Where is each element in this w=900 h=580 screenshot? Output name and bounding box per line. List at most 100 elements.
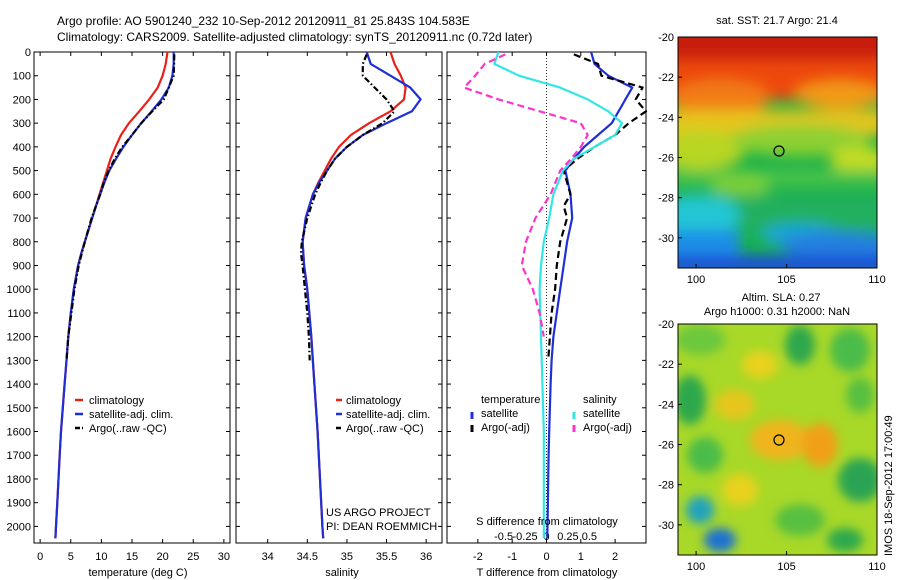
- legend-label-argo: Argo(..raw -QC): [346, 423, 424, 435]
- y-tick-label: 500: [13, 166, 31, 178]
- sst-map-title: sat. SST: 21.7 Argo: 21.4: [716, 15, 838, 27]
- y-tick-label: 2000: [7, 521, 31, 533]
- y-tick-label: 600: [13, 189, 31, 201]
- legend-label-climatology: climatology: [89, 395, 145, 407]
- x-tick-label: 0: [37, 551, 43, 563]
- map-y-tick-label: -30: [658, 520, 674, 532]
- y-tick-label: 1300: [7, 355, 31, 367]
- y-tick-label: 800: [13, 237, 31, 249]
- legend-label-argo-s: Argo(-adj): [583, 422, 632, 434]
- y-tick-label: 1200: [7, 332, 31, 344]
- salinity-legend: climatology satellite-adj. clim. Argo(..…: [336, 395, 430, 435]
- legend-label-argo-t: Argo(-adj): [481, 422, 530, 434]
- header-line-1: Argo profile: AO 5901240_232 10-Sep-2012…: [57, 14, 470, 28]
- x-tick-label: 35.5: [376, 551, 397, 563]
- axes-frame: [33, 51, 231, 544]
- y-tick-label: 1400: [7, 379, 31, 391]
- map-y-tick-label: -20: [658, 319, 674, 331]
- map-x-tick-label: 110: [868, 561, 886, 573]
- y-tick-label: 1700: [7, 450, 31, 462]
- sst-map-frame: [677, 36, 878, 269]
- map-x-tick-label: 110: [868, 274, 886, 286]
- legend-heading-temperature: temperature: [481, 394, 540, 406]
- sla-map-frame: [677, 323, 878, 556]
- legend-label-argo: Argo(..raw -QC): [89, 423, 167, 435]
- series-line: [546, 51, 634, 539]
- y-tick-label: 200: [13, 94, 31, 106]
- map-y-tick-label: -28: [658, 480, 674, 492]
- sla-map-subtitle: Argo h1000: 0.31 h2000: NaN: [704, 306, 850, 318]
- map-y-tick-label: -22: [658, 72, 674, 84]
- map-y-tick-label: -28: [658, 193, 674, 205]
- axes-frame: [235, 51, 443, 544]
- header-line-2: Climatology: CARS2009. Satellite-adjuste…: [57, 30, 532, 44]
- temperature-xlabel: temperature (deg C): [88, 567, 187, 579]
- x-tick-label: 20: [157, 551, 169, 563]
- map-axes: 100 105 110 -20 -22 -24 -26 -28 -30 100 105 110 -20 -…: [658, 32, 886, 573]
- temperature-legend: climatology satellite-adj. clim. Argo(..…: [75, 395, 173, 435]
- legend-heading-salinity: salinity: [583, 394, 617, 406]
- map-y-tick-label: -24: [658, 112, 674, 124]
- map-x-tick-label: 105: [777, 274, 795, 286]
- map-x-tick-label: 100: [687, 274, 705, 286]
- x-tick-label: -1: [507, 551, 517, 563]
- legend-label-satellite: satellite-adj. clim.: [89, 409, 173, 421]
- difference-xlabel-top: S difference from climatology: [476, 516, 618, 528]
- x-tick-label: 34.5: [297, 551, 318, 563]
- sst-heatmap: [678, 37, 877, 268]
- y-tick-label: 100: [13, 71, 31, 83]
- map-x-tick-label: 105: [777, 561, 795, 573]
- pi-label: PI: DEAN ROEMMICH: [326, 521, 437, 533]
- y-tick-label: 1100: [7, 308, 31, 320]
- series-line: [493, 51, 624, 539]
- series-line: [65, 54, 176, 361]
- legend-label-climatology: climatology: [346, 395, 402, 407]
- difference-legend: temperature salinity satellite Argo(-adj…: [470, 394, 632, 434]
- series-line: [299, 53, 396, 361]
- series-line: [301, 51, 407, 539]
- series-line: [463, 53, 589, 337]
- series-line: [301, 51, 422, 539]
- y-tick-label: 0: [25, 47, 31, 59]
- sla-heatmap: [678, 324, 877, 555]
- salinity-panel: 34 34.5 35 35.5 36: [235, 51, 443, 563]
- x-tick-label: 25: [187, 551, 199, 563]
- sla-map-title: Altim. SLA: 0.27: [742, 292, 821, 304]
- series-line: [547, 53, 648, 361]
- s-tick-label: 0.5: [582, 531, 597, 543]
- y-tick-label: 1500: [7, 403, 31, 415]
- x-tick-label: 36: [420, 551, 432, 563]
- x-tick-label: 5: [68, 551, 74, 563]
- x-tick-label: 34: [262, 551, 274, 563]
- x-tick-label: 10: [95, 551, 107, 563]
- project-label: US ARGO PROJECT: [326, 507, 431, 519]
- s-tick-label: 0.25: [557, 531, 578, 543]
- temperature-panel: 0100200300400500600700800900100011001200…: [7, 47, 231, 563]
- map-y-tick-label: -26: [658, 440, 674, 452]
- map-y-tick-label: -20: [658, 32, 674, 44]
- salinity-xlabel: salinity: [325, 567, 359, 579]
- legend-label-satellite-s: satellite: [583, 408, 620, 420]
- map-x-tick-label: 100: [687, 561, 705, 573]
- y-tick-label: 1000: [7, 284, 31, 296]
- y-tick-label: 1900: [7, 498, 31, 510]
- s-tick-label: -0.5: [494, 531, 513, 543]
- map-y-tick-label: -30: [658, 233, 674, 245]
- x-tick-label: 2: [612, 551, 618, 563]
- x-tick-label: 1: [578, 551, 584, 563]
- map-y-tick-label: -22: [658, 359, 674, 371]
- map-y-tick-label: -24: [658, 399, 674, 411]
- argo-location-marker: [773, 145, 785, 157]
- y-tick-label: 1600: [7, 427, 31, 439]
- credit-label: IMOS 18-Sep-2012 17:00:49: [883, 415, 895, 556]
- y-tick-label: 700: [13, 213, 31, 225]
- x-tick-label: 30: [218, 551, 230, 563]
- legend-label-satellite-t: satellite: [481, 408, 518, 420]
- x-tick-label: 35: [341, 551, 353, 563]
- s-tick-label: -0.25: [513, 531, 538, 543]
- y-tick-label: 300: [13, 118, 31, 130]
- x-tick-label: -2: [473, 551, 483, 563]
- difference-xlabel: T difference from climatology: [477, 567, 618, 579]
- argo-location-marker: [773, 434, 785, 446]
